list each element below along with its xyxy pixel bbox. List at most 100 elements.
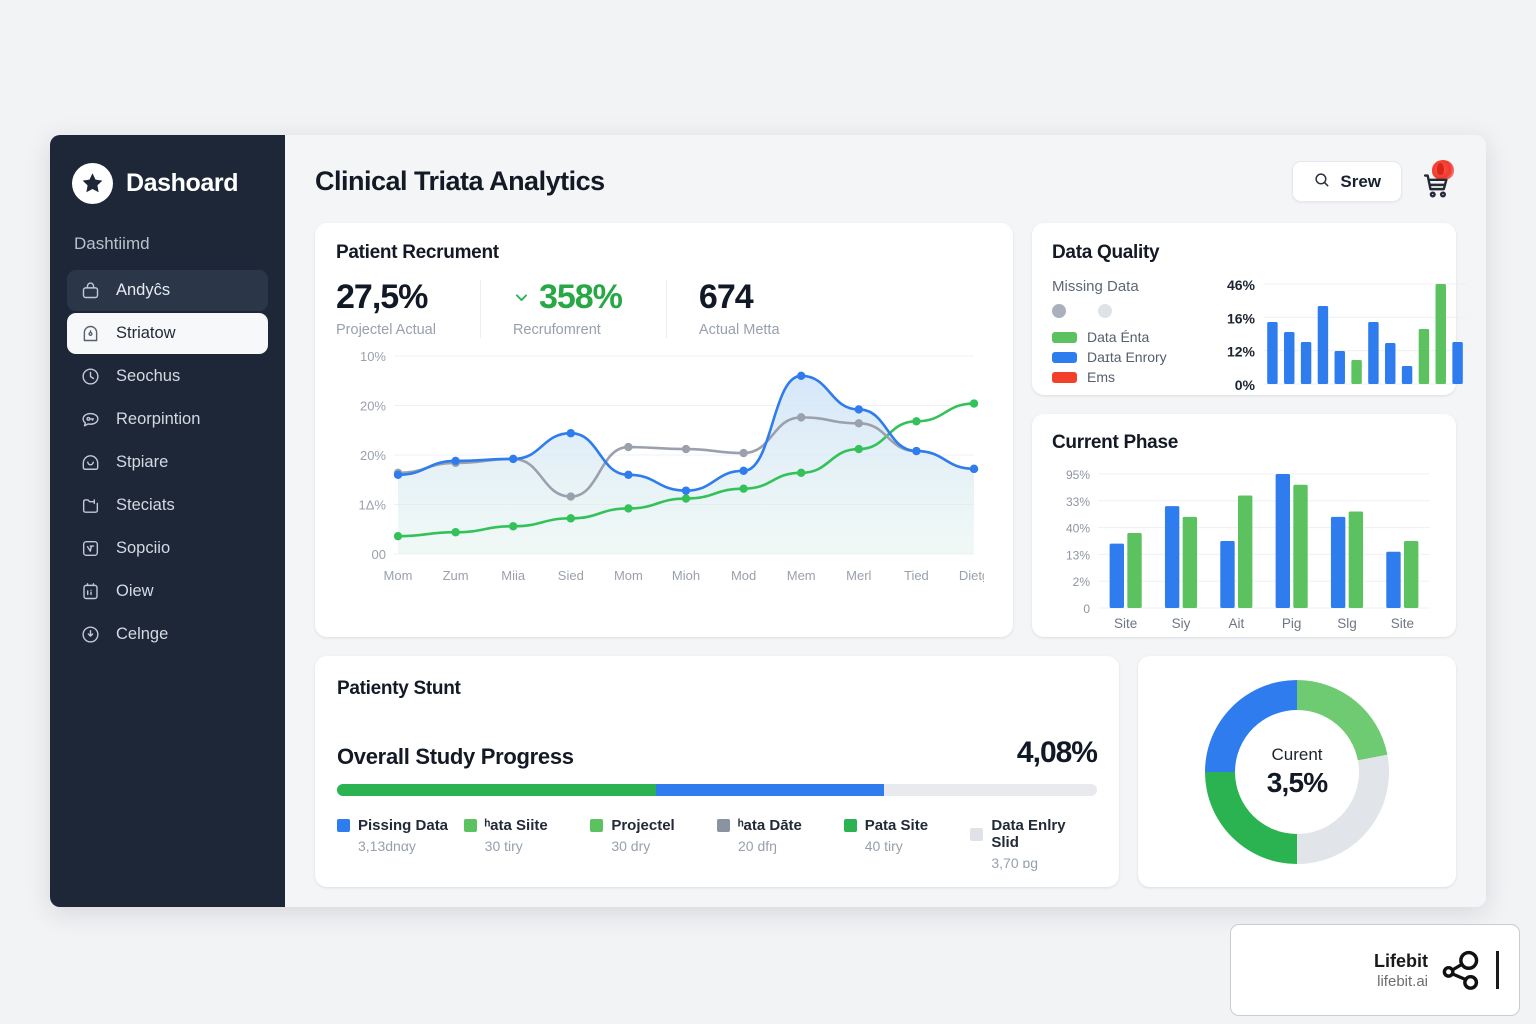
svg-text:Site: Site (1114, 616, 1137, 631)
legend-item: Projectel 30 dry (590, 817, 717, 871)
legend-item: Ems (1052, 369, 1204, 385)
svg-text:40%: 40% (1066, 522, 1090, 536)
watermark-name: Lifebit (1374, 950, 1428, 971)
lock-bag-icon (80, 280, 101, 301)
kpi-row: 27,5% Projectel Actual 358% Recrufomrent (336, 278, 992, 338)
chat-key-icon (80, 409, 101, 430)
svg-text:Mod: Mod (731, 568, 756, 583)
recruitment-line-chart: 10% 20% 20% 1Δ% 00 Mom Zum Miia Sied Mom Mioh Mod Me… (336, 344, 992, 594)
data-quality-card: Data Quality Missing Data Data (1032, 223, 1466, 395)
progress-segment-green (337, 784, 657, 796)
clipboard-icon (80, 581, 101, 602)
app-window: Dashoard Dashtiimd Andyĉs (50, 135, 1486, 907)
topbar: Clinical Triata Analytics Srew (315, 159, 1456, 202)
sidebar-item-andycs[interactable]: Andyĉs (67, 270, 268, 311)
sidebar-item-label: Oiew (116, 582, 154, 600)
kpi-sublabel: Recrufomrent (512, 321, 601, 338)
svg-text:Mem: Mem (787, 568, 816, 583)
sidebar-item-label: Celnge (116, 625, 169, 643)
progress-label: Overall Study Progress (337, 744, 574, 769)
svg-text:Site: Site (1391, 616, 1414, 631)
legend-item: ʰata Dāte 20 dfŋ (717, 817, 844, 871)
legend-item: Daɪta Enrory (1052, 349, 1204, 365)
legend-label: Projectel (611, 817, 675, 834)
svg-text:Zum: Zum (443, 568, 469, 583)
sidebar: Dashoard Dashtiimd Andyĉs (50, 135, 285, 907)
progress-legend: Pissing Data 3,13dnαy ʰata Siite 30 tiry… (337, 817, 1097, 871)
svg-text:0: 0 (1083, 602, 1090, 616)
legend-swatch (1052, 371, 1077, 383)
svg-text:Mioh: Mioh (672, 568, 700, 583)
sidebar-item-label: Reorpintion (116, 410, 201, 428)
legend-item: ʰata Siite 30 tiry (463, 817, 591, 871)
kpi-projected-actual: 27,5% Projectel Actual (336, 279, 480, 338)
sidebar-item-striatow[interactable]: Striatow (67, 313, 268, 354)
legend-label: Data Énta (1087, 329, 1150, 345)
progress-bar (337, 784, 1097, 796)
legend-label: ʰata Dāte (738, 817, 802, 834)
svg-text:0%: 0% (1235, 377, 1256, 390)
svg-text:20%: 20% (360, 448, 386, 463)
legend-item: Data Enlry Slid 3,70 ɒg (970, 817, 1097, 871)
kpi-sublabel: Projectel Actual (336, 321, 436, 338)
svg-text:Pig: Pig (1282, 616, 1302, 631)
legend-swatch (717, 819, 731, 832)
search-button-label: Srew (1340, 171, 1381, 191)
clock-icon (80, 366, 101, 387)
sidebar-item-label: Sopciio (116, 539, 171, 557)
legend-dot-icon (1098, 304, 1112, 318)
sidebar-item-reorpintion[interactable]: Reorpintion (67, 399, 268, 440)
watermark-url: lifebit.ai (1377, 972, 1428, 990)
svg-text:16%: 16% (1227, 310, 1256, 326)
sidebar-item-label: Stpiare (116, 453, 169, 471)
legend-sublabel: 3,13dnαy (358, 838, 416, 854)
sidebar-item-sopciio[interactable]: Sopciio (67, 528, 268, 569)
svg-text:Slg: Slg (1337, 616, 1357, 631)
progress-value: 4,08% (1016, 736, 1098, 769)
cart-badge (1432, 159, 1454, 180)
shopping-cart-button[interactable] (1418, 159, 1456, 202)
card-title: Data Quality (1052, 242, 1160, 263)
svg-text:13%: 13% (1066, 548, 1090, 562)
progress-segment-rest (884, 784, 1097, 796)
card-title: Current Phase (1052, 432, 1178, 453)
brand-title: Dashoard (126, 169, 239, 197)
bottom-row: Patienty Stunt Overall Study Progress 4,… (315, 656, 1456, 887)
top-row: Patient Recrument 27,5% Projectel Actual (315, 223, 1466, 637)
sidebar-item-celnge[interactable]: Celnge (67, 614, 268, 655)
star-badge-icon (72, 163, 113, 204)
checkbox-square-icon (80, 538, 101, 559)
data-quality-legend: Missing Data Data Énta (1052, 278, 1204, 395)
search-icon (1313, 171, 1331, 192)
brand: Dashoard (50, 163, 285, 204)
legend-swatch (463, 819, 477, 832)
legend-sublabel: 30 tiry (484, 838, 523, 854)
sidebar-nav: Andyĉs Striatow (50, 270, 285, 655)
donut-center-label: Curent (1271, 744, 1323, 764)
kpi-actual: 674 Actual Metta (665, 279, 824, 338)
legend-dot-icon (1052, 304, 1066, 318)
watermark: Lifebit lifebit.ai (1230, 924, 1520, 1016)
bag-dot-icon (80, 323, 101, 344)
legend-item: Pata Site 40 tiry (843, 817, 971, 871)
sidebar-item-steciats[interactable]: Steciats (67, 485, 268, 526)
legend-sublabel: 30 dry (611, 838, 651, 854)
sidebar-item-seochus[interactable]: Seochus (67, 356, 268, 397)
svg-text:Mom: Mom (384, 568, 413, 583)
kpi-value: 358% (538, 278, 623, 316)
search-button[interactable]: Srew (1292, 161, 1402, 202)
svg-text:Ait: Ait (1228, 616, 1244, 631)
current-phase-card: Current Phase 95% 33% 40% 13% 2% 0 Site Siy Ait P… (1032, 414, 1456, 637)
nav-section-label: Dashtiimd (74, 234, 150, 253)
svg-text:Dietg: Dietg (959, 568, 984, 583)
svg-text:Siy: Siy (1172, 616, 1191, 631)
donut-center-value: 3,5% (1266, 766, 1328, 798)
progress-header: Overall Study Progress 4,08% (337, 736, 1098, 770)
missing-data-label: Missing Data (1052, 278, 1139, 295)
svg-text:Merl: Merl (846, 568, 871, 583)
current-phase-bar-chart: 95% 33% 40% 13% 2% 0 Site Siy Ait Pig Slg Site (1052, 466, 1436, 643)
legend-swatch (843, 819, 857, 832)
sidebar-item-label: Steciats (116, 496, 175, 514)
sidebar-item-oiew[interactable]: Oiew (67, 571, 268, 612)
sidebar-item-stpiare[interactable]: Stpiare (67, 442, 268, 483)
